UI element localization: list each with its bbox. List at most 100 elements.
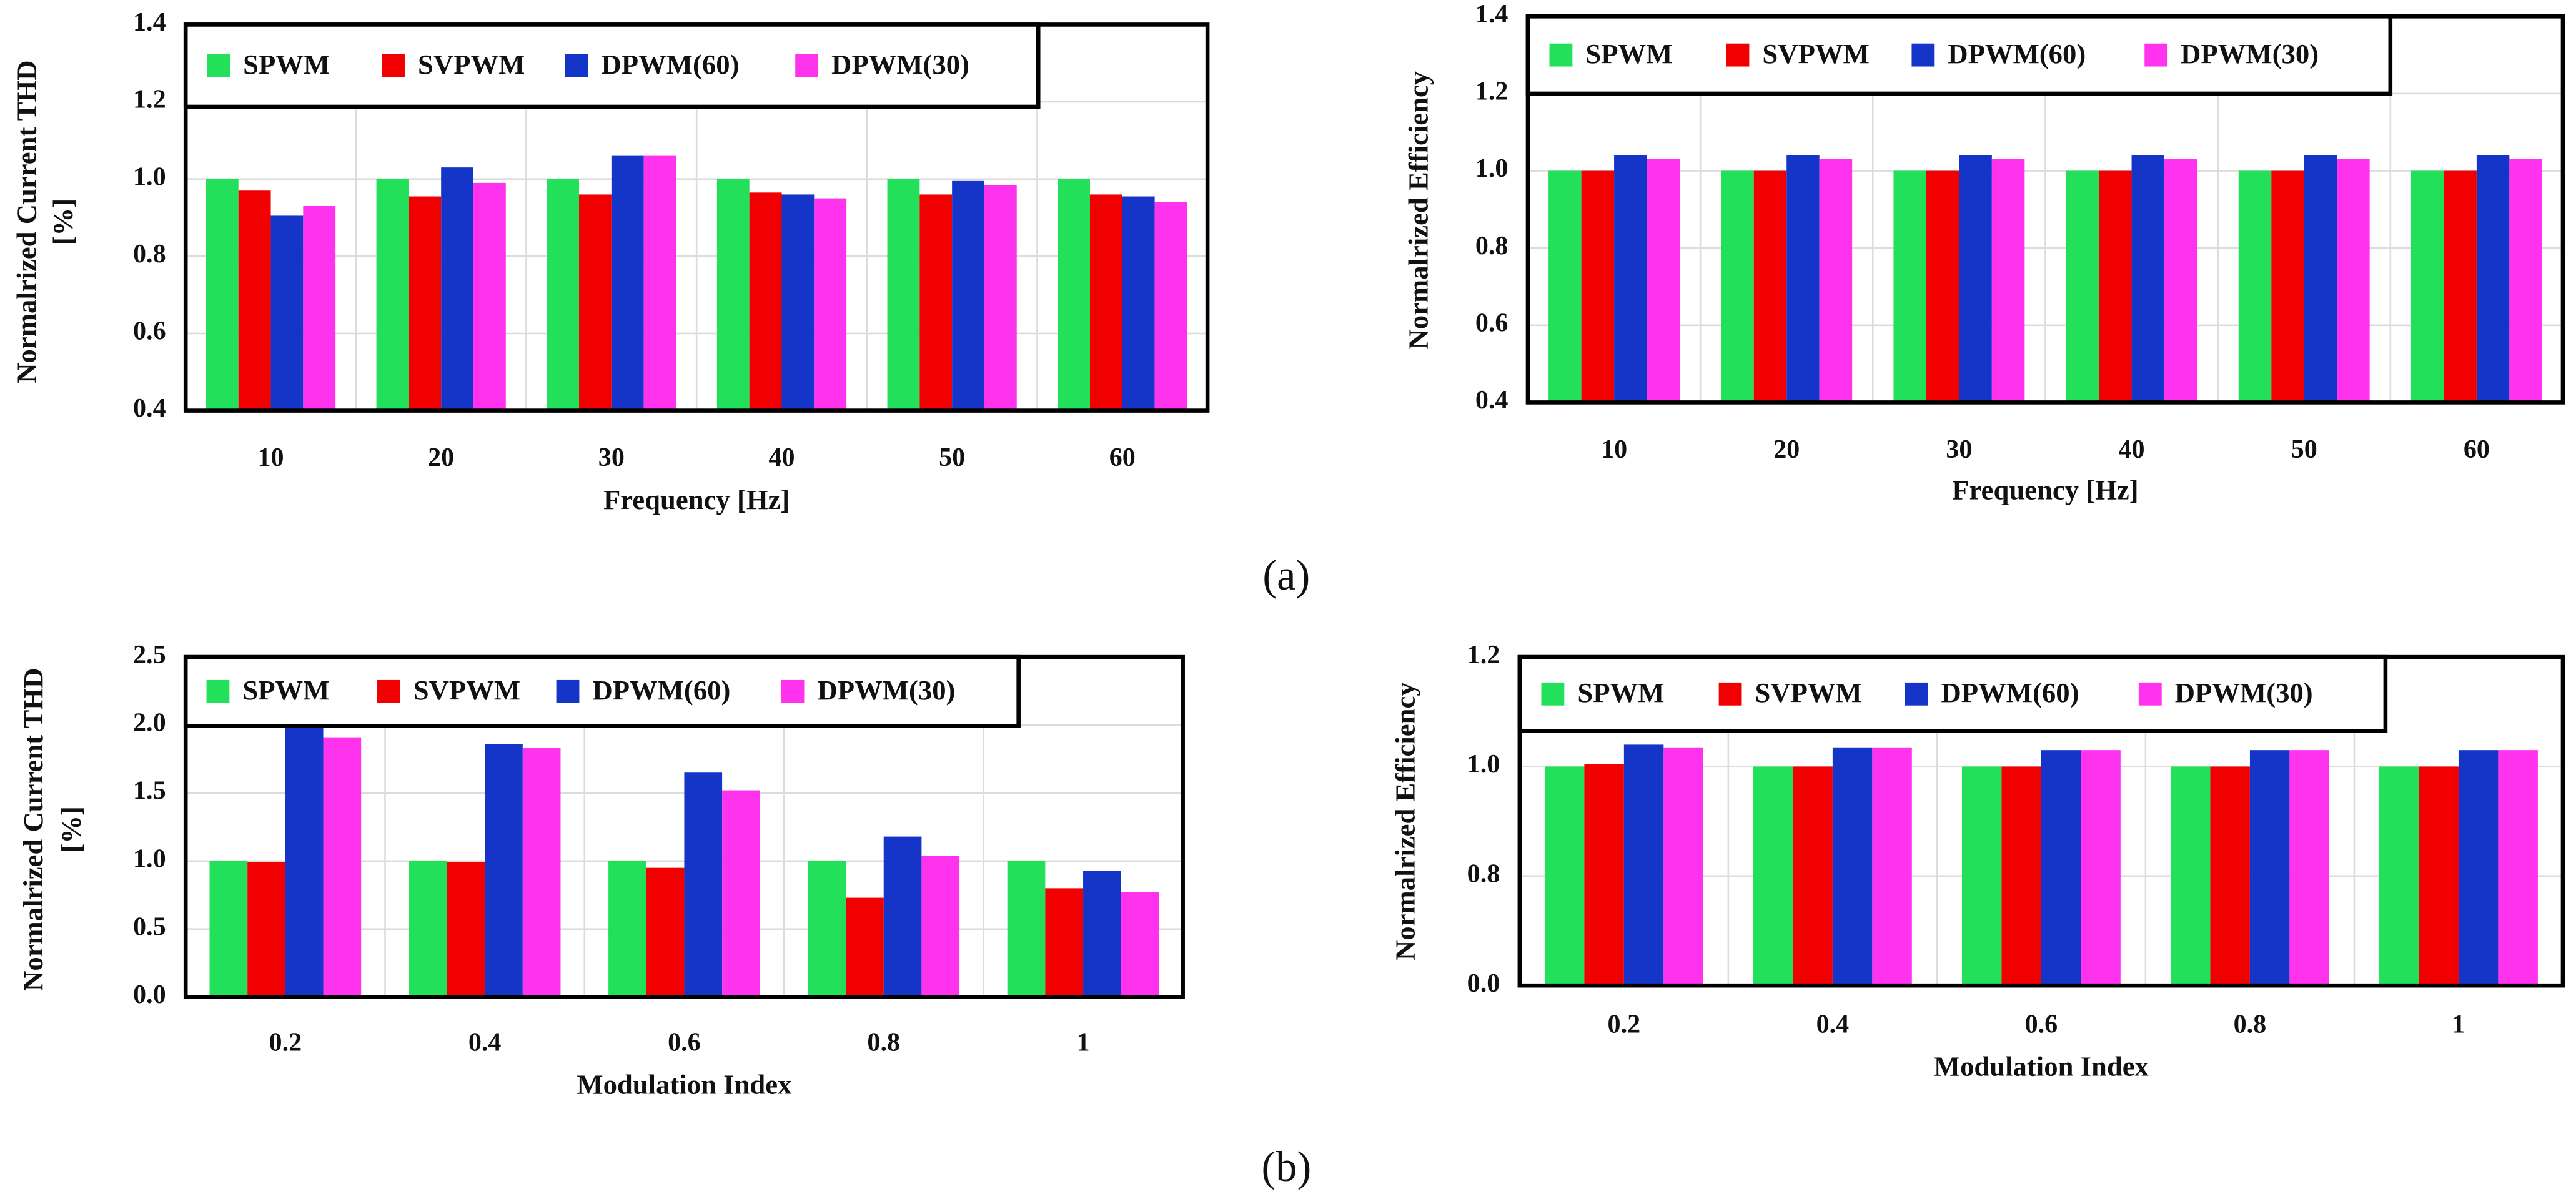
bar — [270, 215, 304, 411]
y-axis-label: Normalrized Current THD — [11, 60, 42, 383]
bar — [579, 194, 612, 411]
legend-label: SVPWM — [1762, 38, 1869, 69]
bar — [1753, 766, 1793, 986]
bar — [887, 179, 920, 411]
y-tick-label: 2.0 — [133, 709, 166, 738]
bar — [1647, 159, 1680, 403]
legend-box — [183, 22, 1041, 109]
bar — [2131, 155, 2165, 403]
bar — [608, 861, 646, 997]
bar — [1122, 196, 1155, 411]
bar — [409, 861, 447, 997]
bar — [919, 194, 953, 411]
legend-label: DPWM(30) — [2175, 677, 2313, 708]
x-tick-label: 10 — [1601, 435, 1627, 464]
bar — [473, 182, 506, 411]
bar — [1753, 170, 1787, 403]
x-tick-label: 40 — [2119, 435, 2145, 464]
x-tick-label: 40 — [768, 443, 795, 472]
legend-label: DPWM(30) — [817, 674, 955, 706]
legend-swatch — [1911, 43, 1935, 67]
bar — [1007, 861, 1046, 997]
legend-swatch — [795, 54, 819, 77]
x-tick-label: 1 — [1077, 1029, 1090, 1057]
x-axis-label: Modulation Index — [577, 1069, 792, 1100]
bar — [1581, 170, 1615, 403]
bar — [1663, 747, 1703, 986]
legend-swatch — [1541, 682, 1565, 706]
bar — [522, 748, 561, 997]
y-tick-label: 0.8 — [133, 240, 166, 269]
bar — [547, 179, 580, 411]
legend-label: DPWM(60) — [1941, 677, 2079, 708]
bar — [646, 867, 685, 997]
bar — [2419, 766, 2459, 986]
legend-label: DPWM(60) — [1948, 38, 2086, 69]
x-axis-label: Frequency [Hz] — [603, 484, 790, 515]
legend-label: DPWM(60) — [592, 674, 730, 706]
legend-swatch — [1549, 43, 1573, 67]
x-tick-label: 0.8 — [2234, 1010, 2267, 1039]
caption: (b) — [1262, 1143, 1312, 1190]
x-tick-label: 1 — [2452, 1010, 2465, 1039]
x-tick-label: 30 — [1946, 435, 1972, 464]
bar — [2170, 766, 2211, 986]
legend-label: SPWM — [243, 49, 330, 80]
x-tick-label: 30 — [598, 443, 625, 472]
bar — [611, 155, 644, 411]
legend-box — [1525, 14, 2393, 96]
y-tick-label: 1.2 — [1475, 77, 1508, 106]
legend-swatch — [556, 679, 580, 703]
bar — [2337, 159, 2370, 403]
x-tick-label: 20 — [1773, 435, 1800, 464]
y-tick-label: 0.8 — [1467, 859, 1500, 888]
x-tick-label: 10 — [257, 443, 284, 472]
bar — [447, 862, 485, 997]
y-tick-label: 1.0 — [133, 844, 166, 873]
legend-box — [183, 654, 1021, 728]
legend-label: SPWM — [242, 674, 329, 706]
bar — [1832, 747, 1873, 986]
legend-swatch — [2144, 43, 2168, 67]
bar — [247, 862, 285, 997]
legend-label: DPWM(30) — [831, 49, 969, 80]
bar — [323, 737, 362, 997]
bar — [2271, 170, 2304, 403]
bar — [2476, 155, 2510, 403]
bar — [1786, 155, 1820, 403]
x-tick-label: 60 — [2464, 435, 2490, 464]
bar — [781, 194, 815, 411]
bar — [1793, 766, 1833, 986]
y-tick-label: 1.4 — [1475, 0, 1508, 29]
bar — [2410, 170, 2444, 403]
legend-swatch — [1905, 682, 1928, 706]
bar — [2081, 750, 2121, 986]
bar — [1058, 179, 1090, 411]
bar — [2041, 750, 2081, 986]
bar — [1872, 747, 1912, 986]
bar — [716, 179, 750, 411]
bar — [814, 198, 847, 411]
y-axis-label: [%] — [56, 806, 87, 852]
x-tick-label: 50 — [939, 443, 965, 472]
legend-label: SVPWM — [1755, 677, 1862, 708]
x-tick-label: 0.4 — [1816, 1010, 1850, 1039]
y-tick-label: 1.2 — [1467, 641, 1500, 669]
bar — [1926, 170, 1959, 403]
legend-swatch — [2138, 682, 2162, 706]
legend-label: DPWM(30) — [2181, 38, 2319, 69]
bar — [722, 790, 760, 997]
y-tick-label: 0.6 — [133, 317, 166, 346]
legend-swatch — [1718, 682, 1742, 706]
y-tick-label: 1.4 — [133, 8, 166, 37]
legend-swatch — [207, 54, 230, 77]
legend-label: DPWM(60) — [601, 49, 739, 80]
caption: (a) — [1262, 551, 1310, 599]
y-tick-label: 0.4 — [133, 394, 166, 423]
bar — [2379, 766, 2419, 986]
bar — [2164, 159, 2197, 403]
legend-swatch — [1726, 43, 1750, 67]
bar — [303, 205, 336, 411]
y-axis-label: Normalrized Current THD — [17, 668, 49, 991]
